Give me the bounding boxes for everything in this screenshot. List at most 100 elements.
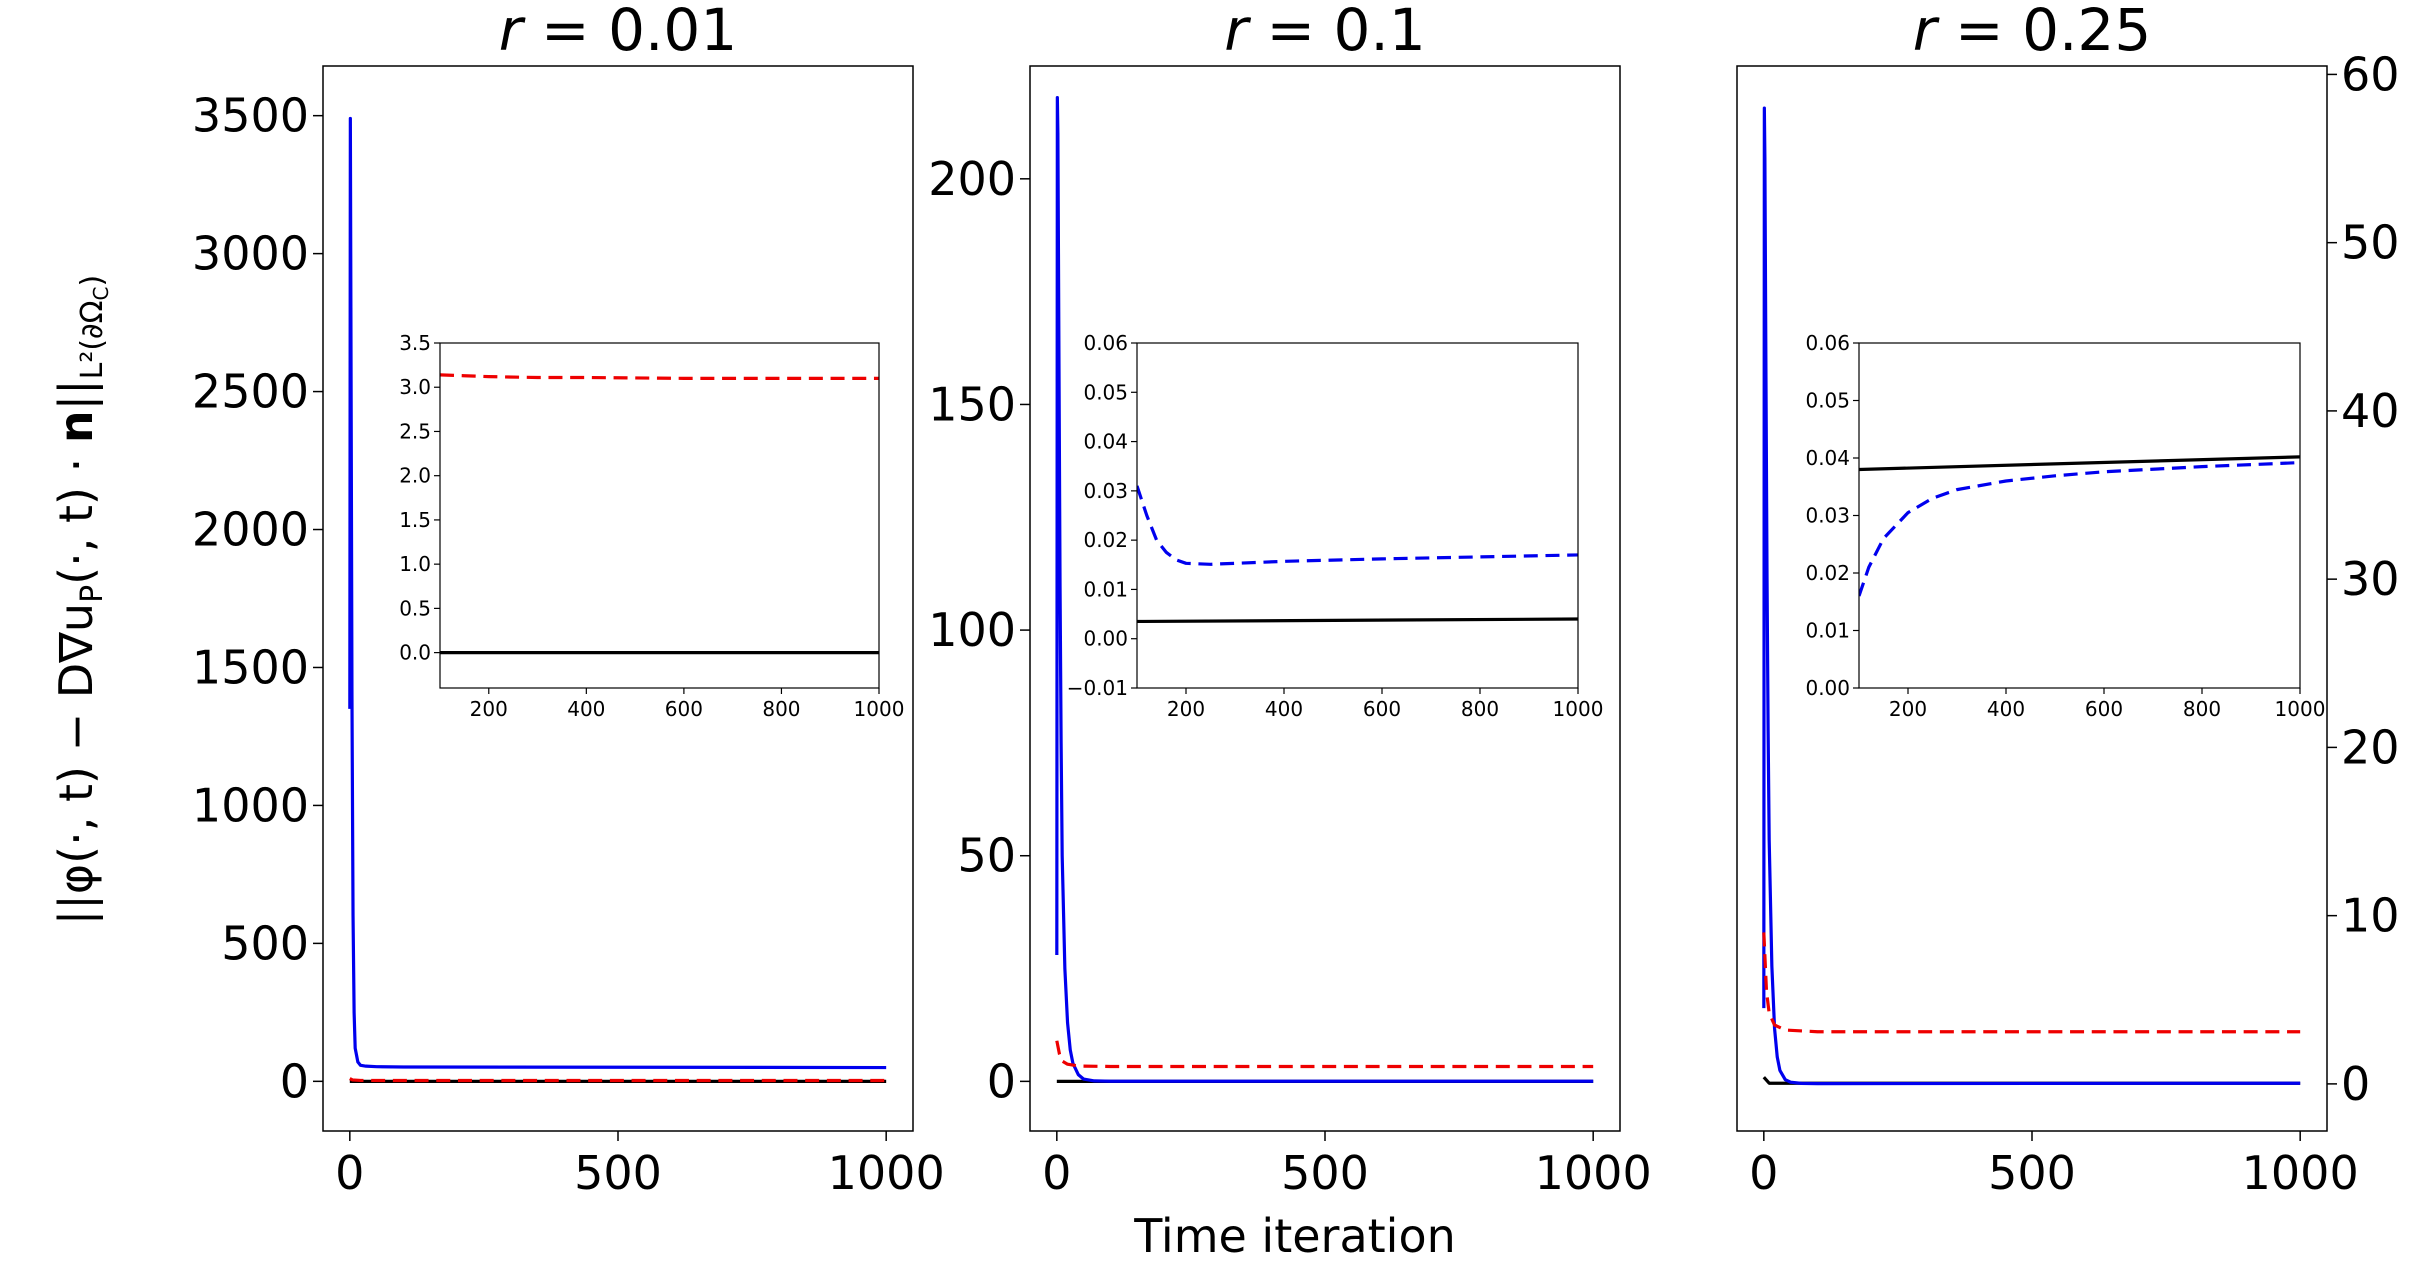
inset-y-tick-label: 0.00: [1805, 676, 1850, 700]
inset-y-tick-label: 0.01: [1805, 619, 1850, 643]
inset-y-tick-label: 2.0: [399, 464, 431, 488]
x-tick-label: 0: [1749, 1146, 1778, 1200]
y-tick-label: 200: [928, 152, 1016, 206]
inset-background: [440, 343, 879, 688]
inset-x-tick-label: 600: [1363, 697, 1401, 721]
y-tick-label: 2500: [192, 365, 309, 419]
inset-x-tick-label: 1000: [854, 697, 905, 721]
inset-x-tick-label: 400: [1265, 697, 1303, 721]
inset-x-tick-label: 400: [1987, 697, 2025, 721]
inset-series-red: [440, 373, 879, 380]
inset-y-tick-label: 0.05: [1083, 380, 1128, 404]
y-tick-label: 0: [280, 1054, 309, 1108]
inset-y-tick-label: 1.0: [399, 552, 431, 576]
inset-x-tick-label: 200: [1889, 697, 1927, 721]
inset-x-tick-label: 1000: [2275, 697, 2326, 721]
inset-y-tick-label: −0.01: [1067, 676, 1128, 700]
axes-frame: [1029, 65, 1621, 1132]
y-tick-label: 50: [957, 829, 1016, 883]
y-tick-label: 150: [928, 377, 1016, 431]
x-tick-label: 500: [1988, 1146, 2076, 1200]
x-tick-label: 500: [1281, 1146, 1369, 1200]
inset-y-tick-label: 0.06: [1083, 331, 1128, 355]
inset-y-tick-label: 3.0: [399, 375, 431, 399]
inset-frame: [439, 342, 880, 689]
inset-series-blue: [1137, 485, 1578, 566]
series-red: [1055, 1040, 1594, 1069]
inset-background: [1859, 343, 2300, 688]
y-tick-label: 2000: [192, 503, 309, 557]
y-tick-label-right: 40: [2341, 384, 2400, 438]
inset-y-tick-label: 3.5: [399, 331, 431, 355]
inset-x-tick-label: 1000: [1553, 697, 1604, 721]
inset-y-tick-label: 0.02: [1805, 561, 1850, 585]
series-red: [349, 1077, 887, 1083]
y-tick-label-right: 20: [2341, 720, 2400, 774]
inset-axes: 200 400 600 800 1000 0.0 0.5 1.0 1.5 2.0 2.5 3.0 3.5: [399, 331, 904, 721]
series-blue: [1055, 95, 1594, 1083]
y-tick-label-right: 10: [2341, 889, 2400, 943]
inset-y-tick-label: 0.03: [1805, 504, 1850, 528]
series-blue: [1762, 106, 2301, 1086]
inset-x-tick-label: 800: [2183, 697, 2221, 721]
y-tick-label-right: 60: [2341, 47, 2400, 101]
y-tick-label: 1000: [192, 778, 309, 832]
inset-y-tick-label: 1.5: [399, 508, 431, 532]
y-tick-label-right: 50: [2341, 216, 2400, 270]
inset-x-tick-label: 600: [665, 697, 703, 721]
series-blue: [348, 116, 887, 1070]
y-tick-label: 500: [221, 916, 309, 970]
inset-x-tick-label: 600: [2085, 697, 2123, 721]
inset-x-tick-label: 200: [1167, 697, 1205, 721]
axes-frame: [322, 65, 914, 1132]
subplots: r = 0.010 500 1000050010001500200025003000…: [192, 0, 2400, 1200]
inset-x-tick-label: 800: [1461, 697, 1499, 721]
axes-frame: [1736, 65, 2328, 1132]
y-tick-label-right: 0: [2341, 1057, 2370, 1111]
inset-axes: 200 400 600 800 1000 −0.01 0.00 0.01 0.02 0.03 0.0…: [1067, 331, 1604, 721]
inset-series-blue: [1859, 461, 2300, 597]
inset-axes: 200 400 600 800 1000 0.00 0.01 0.02 0.03 0.04 0.05…: [1805, 331, 2325, 721]
svg-text:||φ(·, t) − D∇uP(·, t) · n||L²: ||φ(·, t) − D∇uP(·, t) · n||L²(∂ΩC): [49, 275, 113, 925]
inset-y-tick-label: 0.01: [1083, 577, 1128, 601]
inset-frame: [1858, 342, 2301, 689]
y-tick-label: 0: [987, 1054, 1016, 1108]
subplot-3: r = 0.25 0 500 1000 0 10 20 30 40 50 60 200 400 600 80…: [1736, 0, 2400, 1200]
series-red: [1762, 932, 2301, 1034]
inset-x-tick-label: 200: [470, 697, 508, 721]
subplot-title: r = 0.1: [1224, 0, 1426, 64]
x-tick-label: 1000: [2242, 1146, 2359, 1200]
x-tick-label: 500: [574, 1146, 662, 1200]
inset-x-tick-label: 800: [762, 697, 800, 721]
inset-y-tick-label: 0.04: [1805, 446, 1850, 470]
inset-y-tick-label: 0.5: [399, 596, 431, 620]
inset-y-tick-label: 2.5: [399, 419, 431, 443]
y-tick-label-right: 30: [2341, 552, 2400, 606]
subplot-title: r = 0.01: [499, 0, 737, 64]
y-tick-label: 3500: [192, 89, 309, 143]
subplot-title: r = 0.25: [1913, 0, 2151, 64]
inset-series-black: [1137, 617, 1578, 624]
subplot-2: r = 0.1 0 500 1000 0 50 100 150 200 200 400 600 800 1…: [928, 0, 1652, 1200]
y-tick-label: 100: [928, 603, 1016, 657]
inset-background: [1137, 343, 1578, 688]
subplot-1: r = 0.01 0 500 1000 0 500 1000 1500 2000 2500 3000…: [192, 0, 945, 1200]
x-tick-label: 0: [335, 1146, 364, 1200]
x-tick-label: 1000: [828, 1146, 945, 1200]
inset-y-tick-label: 0.05: [1805, 389, 1850, 413]
inset-frame: [1136, 342, 1579, 689]
y-tick-label: 3000: [192, 227, 309, 281]
inset-y-tick-label: 0.03: [1083, 479, 1128, 503]
inset-y-tick-label: 0.04: [1083, 430, 1128, 454]
inset-series-black: [1859, 455, 2300, 472]
inset-x-tick-label: 400: [567, 697, 605, 721]
x-tick-label: 0: [1042, 1146, 1071, 1200]
x-axis-label: Time iteration: [1133, 1209, 1456, 1263]
y-axis-label: ||φ(·, t) − D∇uP(·, t) · n||L²(∂ΩC): [49, 275, 113, 925]
inset-y-tick-label: 0.02: [1083, 528, 1128, 552]
inset-y-tick-label: 0.0: [399, 641, 431, 665]
y-tick-label: 1500: [192, 640, 309, 694]
inset-y-tick-label: 0.00: [1083, 627, 1128, 651]
inset-y-tick-label: 0.06: [1805, 331, 1850, 355]
